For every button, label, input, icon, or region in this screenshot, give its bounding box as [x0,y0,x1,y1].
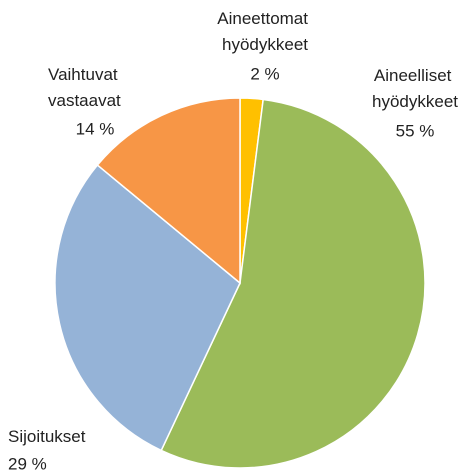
value-label: 55 % [396,121,435,140]
value-label: 2 % [250,64,279,83]
pie-slice [160,98,426,469]
value-label: 29 % [8,454,47,473]
slice-label: Aineettomat hyödykkeet [217,9,312,54]
pie-slice [96,97,241,285]
pie-slice [54,164,241,452]
slice-label: Aineelliset hyödykkeet [372,66,458,111]
slice-label: Sijoitukset [8,427,86,446]
value-label: 14 % [76,119,115,138]
slice-label: Vaihtuvat vastaavat [48,65,122,110]
